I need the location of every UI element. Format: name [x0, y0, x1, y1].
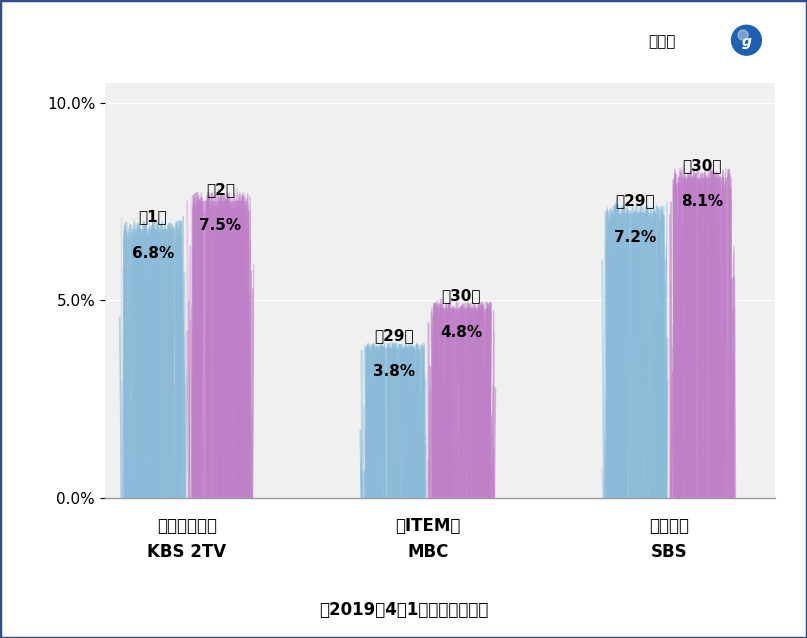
Text: 韩联社: 韩联社 — [648, 34, 675, 49]
Bar — [440, 308, 483, 498]
Circle shape — [732, 26, 761, 55]
Text: SBS: SBS — [650, 543, 687, 561]
Text: 第30集: 第30集 — [441, 288, 481, 303]
Text: 8.1%: 8.1% — [681, 195, 723, 209]
Text: g: g — [742, 35, 751, 49]
Text: 《獽孚》: 《獽孚》 — [649, 517, 688, 535]
Text: 《各位国民》: 《各位国民》 — [157, 517, 217, 535]
Bar — [132, 229, 174, 498]
Text: 6.8%: 6.8% — [132, 246, 174, 261]
Text: 第30集: 第30集 — [683, 158, 722, 173]
Bar — [613, 213, 656, 498]
Text: 第29集: 第29集 — [374, 328, 414, 343]
Text: 7.5%: 7.5% — [199, 218, 241, 233]
Bar — [373, 348, 416, 498]
Text: 第2集: 第2集 — [206, 182, 235, 197]
Text: 【2019年4月1日韩剧收视率】: 【2019年4月1日韩剧收视率】 — [319, 601, 488, 619]
Text: 4.8%: 4.8% — [441, 325, 483, 339]
Text: 3.8%: 3.8% — [373, 364, 415, 379]
Bar — [199, 202, 242, 498]
Bar — [681, 178, 724, 498]
Text: MBC: MBC — [407, 543, 449, 561]
Circle shape — [738, 30, 748, 40]
Text: KBS 2TV: KBS 2TV — [147, 543, 227, 561]
Text: 第29集: 第29集 — [615, 193, 654, 209]
Text: 《ITEM》: 《ITEM》 — [395, 517, 461, 535]
Text: 7.2%: 7.2% — [614, 230, 656, 245]
Text: 第1集: 第1集 — [139, 209, 168, 225]
